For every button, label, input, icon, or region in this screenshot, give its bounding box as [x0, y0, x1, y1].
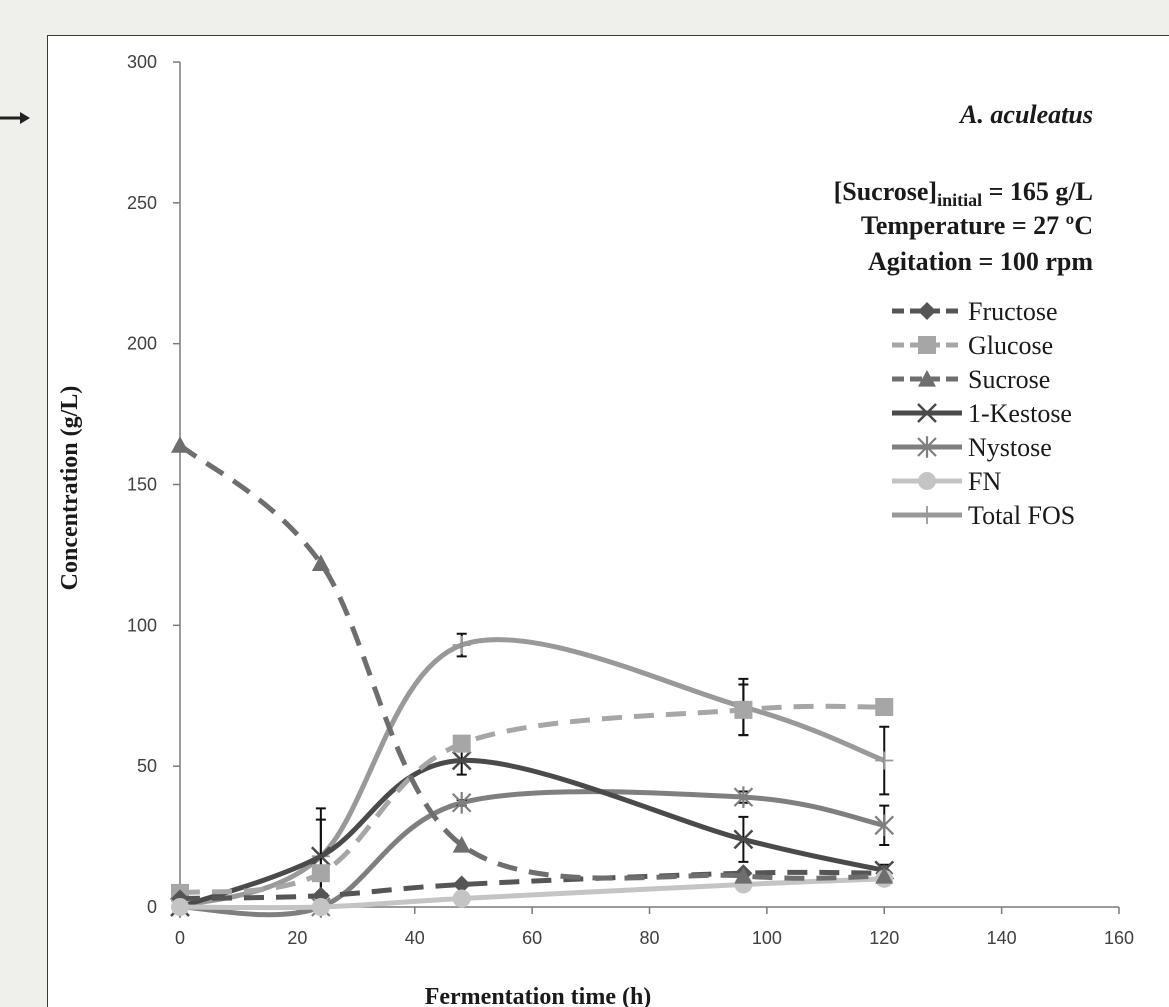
- data-point-glucose: [875, 698, 894, 717]
- data-point-nystose: [733, 786, 754, 808]
- legend-marker-fn: [918, 472, 936, 490]
- legend-label-1-kestose: 1-Kestose: [968, 399, 1072, 428]
- data-point-sucrose: [734, 867, 753, 884]
- legend-label-total-fos: Total FOS: [968, 501, 1075, 530]
- arrow-icon: [0, 112, 30, 124]
- legend-item-fn: FN: [892, 467, 1001, 496]
- species-label: A. aculeatus: [958, 100, 1093, 129]
- y-tick-label: 250: [127, 193, 157, 213]
- legend-label-nystose: Nystose: [968, 433, 1052, 462]
- series-line-nystose: [179, 789, 885, 918]
- x-tick-label: 120: [869, 928, 899, 948]
- agitation-condition: Agitation = 100 rpm: [868, 247, 1093, 276]
- x-tick-label: 60: [522, 928, 542, 948]
- data-point-nystose: [874, 814, 895, 837]
- legend-item-1-kestose: 1-Kestose: [892, 399, 1072, 428]
- data-point-total-fos: [875, 751, 894, 770]
- sucrose-condition: [Sucrose]initial = 165 g/L: [834, 177, 1093, 210]
- legend-label-fructose: Fructose: [968, 297, 1058, 326]
- temperature-condition: Temperature = 27 ºC: [861, 211, 1093, 240]
- axes: 0 20 40 60 80 100 120 140 160 0 50 100 150 200 250 300: [127, 52, 1134, 948]
- y-axis-title: Concentration (g/L): [57, 386, 83, 591]
- data-point-sucrose: [311, 554, 330, 572]
- x-tick-label: 40: [405, 928, 425, 948]
- y-tick-label: 100: [127, 615, 157, 635]
- series-line-1-kestose: [179, 757, 885, 910]
- legend-item-nystose: Nystose: [892, 433, 1052, 462]
- x-tick-label: 0: [175, 928, 185, 948]
- legend-marker-sucrose: [918, 370, 936, 387]
- legend-item-sucrose: Sucrose: [892, 365, 1050, 394]
- x-tick-label: 160: [1104, 928, 1134, 948]
- legend-item-total-fos: Total FOS: [892, 501, 1075, 530]
- legend-item-fructose: Fructose: [892, 297, 1058, 326]
- series-sucrose: [171, 436, 894, 884]
- data-point-total-fos: [452, 636, 471, 655]
- x-tick-label: 80: [639, 928, 659, 948]
- series-line-sucrose: [178, 443, 885, 881]
- x-tick-label: 20: [287, 928, 307, 948]
- legend-label-glucose: Glucose: [968, 331, 1053, 360]
- x-tick-label: 100: [752, 928, 782, 948]
- data-point-nystose: [451, 791, 472, 814]
- data-point-1-kestose: [310, 846, 331, 867]
- series-line-fructose: [179, 869, 885, 902]
- x-axis-title: Fermentation time (h): [425, 984, 652, 1007]
- y-tick-label: 50: [137, 756, 157, 776]
- data-point-sucrose: [171, 436, 189, 453]
- x-tick-label: 140: [987, 928, 1017, 948]
- y-tick-label: 200: [127, 334, 157, 354]
- data-point-fn: [452, 889, 471, 908]
- data-point-1-kestose: [733, 829, 754, 850]
- y-tick-label: 0: [147, 897, 157, 917]
- legend-label-sucrose: Sucrose: [968, 365, 1050, 394]
- data-point-glucose: [311, 864, 330, 883]
- data-point-fn: [311, 898, 330, 916]
- y-tick-label: 300: [127, 52, 157, 72]
- data-point-glucose: [452, 734, 471, 753]
- series-layer: [170, 436, 895, 918]
- legend: Fructose Glucose Sucrose 1-Kestose Nystose FN…: [892, 297, 1075, 530]
- legend-item-glucose: Glucose: [892, 331, 1053, 360]
- series-line-fn: [179, 876, 885, 911]
- data-point-1-kestose: [451, 750, 472, 771]
- legend-marker-total-fos: [918, 506, 936, 524]
- legend-marker-1-kestose: [917, 403, 937, 423]
- legend-marker-glucose: [918, 336, 936, 354]
- legend-marker-fructose: [918, 302, 936, 320]
- legend-label-fn: FN: [968, 467, 1001, 496]
- data-point-sucrose: [875, 867, 894, 884]
- data-point-glucose: [734, 700, 753, 719]
- data-point-sucrose: [452, 836, 471, 853]
- y-tick-label: 150: [127, 475, 157, 495]
- legend-marker-nystose: [917, 436, 937, 458]
- data-point-fructose: [452, 875, 471, 894]
- plot-area: [180, 62, 1119, 907]
- data-point-fn: [171, 898, 189, 916]
